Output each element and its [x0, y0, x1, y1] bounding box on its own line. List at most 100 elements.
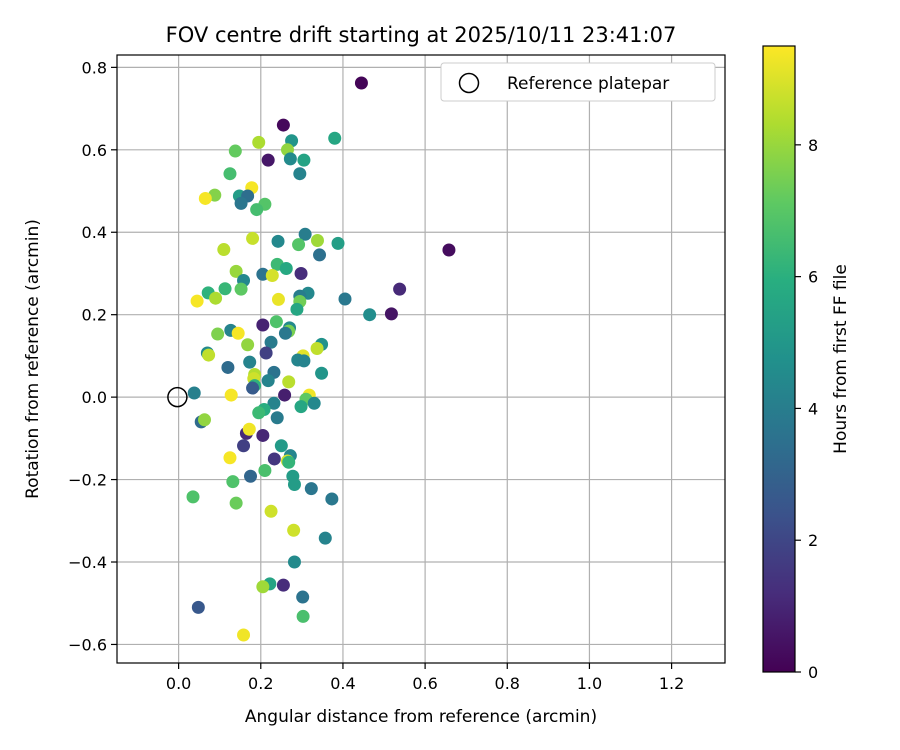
data-point	[328, 131, 342, 145]
data-point	[265, 269, 279, 283]
data-point	[294, 400, 308, 414]
data-point	[224, 388, 238, 402]
colorbar-tick-label: 6	[808, 268, 818, 287]
data-point	[287, 478, 301, 492]
legend-marker	[458, 72, 480, 94]
data-point	[325, 492, 339, 506]
data-point	[296, 609, 310, 623]
data-point	[267, 396, 281, 410]
data-point	[229, 496, 243, 510]
data-point	[264, 335, 278, 349]
y-axis-ticks: −0.6 −0.4 −0.2 0.0 0.2 0.4 0.6 0.8	[68, 58, 117, 654]
x-tick-label: 1.2	[659, 674, 684, 693]
data-point	[338, 292, 352, 306]
data-point	[234, 196, 248, 210]
data-point	[307, 396, 321, 410]
data-point	[241, 338, 255, 352]
data-point	[229, 264, 243, 278]
data-point	[242, 422, 256, 436]
data-point	[297, 153, 311, 167]
data-point	[292, 238, 306, 252]
data-point	[187, 386, 201, 400]
data-point	[190, 294, 204, 308]
data-point	[267, 452, 281, 466]
data-point	[363, 308, 377, 322]
data-point	[294, 266, 308, 280]
data-point	[282, 455, 296, 469]
chart-title: FOV centre drift starting at 2025/10/11 …	[166, 23, 677, 47]
data-point	[318, 531, 332, 545]
data-point	[256, 580, 270, 594]
data-point	[198, 191, 212, 205]
data-point	[261, 153, 275, 167]
data-point	[274, 439, 288, 453]
data-point	[246, 231, 260, 245]
data-point	[271, 234, 285, 248]
plot-frame	[116, 54, 726, 664]
data-point	[442, 243, 456, 257]
y-tick-label: 0.8	[82, 58, 107, 77]
x-tick-label: 0.2	[248, 674, 273, 693]
data-point	[310, 341, 324, 355]
data-point	[276, 118, 290, 132]
data-point	[244, 469, 258, 483]
y-tick-label: 0.2	[82, 306, 107, 325]
data-point	[243, 355, 257, 369]
data-point	[331, 236, 345, 250]
data-point	[393, 282, 407, 296]
y-tick-label: 0.4	[82, 223, 107, 242]
data-point	[223, 451, 237, 465]
y-axis-label: Rotation from reference (arcmin)	[23, 219, 43, 499]
data-point	[211, 327, 225, 341]
x-tick-label: 0.6	[412, 674, 437, 693]
data-point	[218, 282, 232, 296]
legend: Reference platepar	[440, 62, 716, 102]
legend-label: Reference platepar	[507, 74, 669, 94]
data-point	[250, 203, 264, 217]
data-point	[313, 248, 327, 262]
colorbar-ticks: 0 2 4 6 8	[795, 136, 818, 682]
data-point	[287, 523, 301, 537]
data-point	[231, 326, 245, 340]
data-point	[186, 490, 200, 504]
data-point	[217, 243, 231, 257]
y-tick-label: −0.4	[68, 553, 107, 572]
data-point	[191, 600, 205, 614]
data-point	[223, 167, 237, 181]
data-point	[269, 315, 283, 329]
data-point	[209, 291, 223, 305]
data-point	[296, 590, 310, 604]
data-point	[221, 360, 235, 374]
data-point	[271, 292, 285, 306]
x-tick-label: 0.0	[166, 674, 191, 693]
data-points	[186, 76, 456, 642]
colorbar-tick-label: 4	[808, 399, 818, 418]
y-tick-label: −0.2	[68, 471, 107, 490]
data-point	[354, 76, 368, 90]
grid-lines	[117, 55, 725, 663]
data-point	[293, 167, 307, 181]
data-point	[237, 439, 251, 453]
x-tick-label: 1.0	[577, 674, 602, 693]
data-point	[276, 578, 290, 592]
data-point	[234, 282, 248, 296]
data-point	[304, 482, 318, 496]
data-point	[259, 346, 273, 360]
data-point	[287, 555, 301, 569]
colorbar-tick-label: 0	[808, 663, 818, 682]
colorbar-tick-label: 2	[808, 531, 818, 550]
data-point	[252, 135, 266, 149]
data-point	[258, 464, 272, 478]
data-point	[278, 388, 292, 402]
data-point	[261, 374, 275, 388]
x-tick-label: 0.8	[495, 674, 520, 693]
x-tick-label: 0.4	[330, 674, 355, 693]
data-point	[315, 366, 329, 380]
data-point	[310, 233, 324, 247]
colorbar-tick-label: 8	[808, 136, 818, 155]
data-point	[297, 354, 311, 368]
colorbar-label: Hours from first FF file	[831, 264, 851, 454]
data-point	[384, 307, 398, 321]
data-point	[283, 152, 297, 166]
